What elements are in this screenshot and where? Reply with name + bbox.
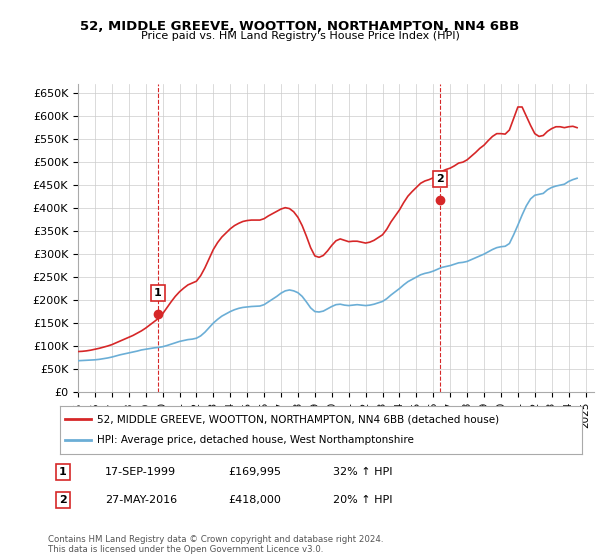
Text: 52, MIDDLE GREEVE, WOOTTON, NORTHAMPTON, NN4 6BB: 52, MIDDLE GREEVE, WOOTTON, NORTHAMPTON,… [80, 20, 520, 32]
Text: 20% ↑ HPI: 20% ↑ HPI [333, 495, 392, 505]
Text: 2: 2 [59, 495, 67, 505]
Text: 17-SEP-1999: 17-SEP-1999 [105, 467, 176, 477]
Text: Price paid vs. HM Land Registry's House Price Index (HPI): Price paid vs. HM Land Registry's House … [140, 31, 460, 41]
Text: 32% ↑ HPI: 32% ↑ HPI [333, 467, 392, 477]
Text: 2: 2 [436, 174, 444, 184]
Text: Contains HM Land Registry data © Crown copyright and database right 2024.
This d: Contains HM Land Registry data © Crown c… [48, 535, 383, 554]
Text: £169,995: £169,995 [228, 467, 281, 477]
Text: HPI: Average price, detached house, West Northamptonshire: HPI: Average price, detached house, West… [97, 435, 413, 445]
Text: 27-MAY-2016: 27-MAY-2016 [105, 495, 177, 505]
Text: £418,000: £418,000 [228, 495, 281, 505]
Text: 1: 1 [154, 288, 162, 298]
Text: 52, MIDDLE GREEVE, WOOTTON, NORTHAMPTON, NN4 6BB (detached house): 52, MIDDLE GREEVE, WOOTTON, NORTHAMPTON,… [97, 414, 499, 424]
Text: 1: 1 [59, 467, 67, 477]
